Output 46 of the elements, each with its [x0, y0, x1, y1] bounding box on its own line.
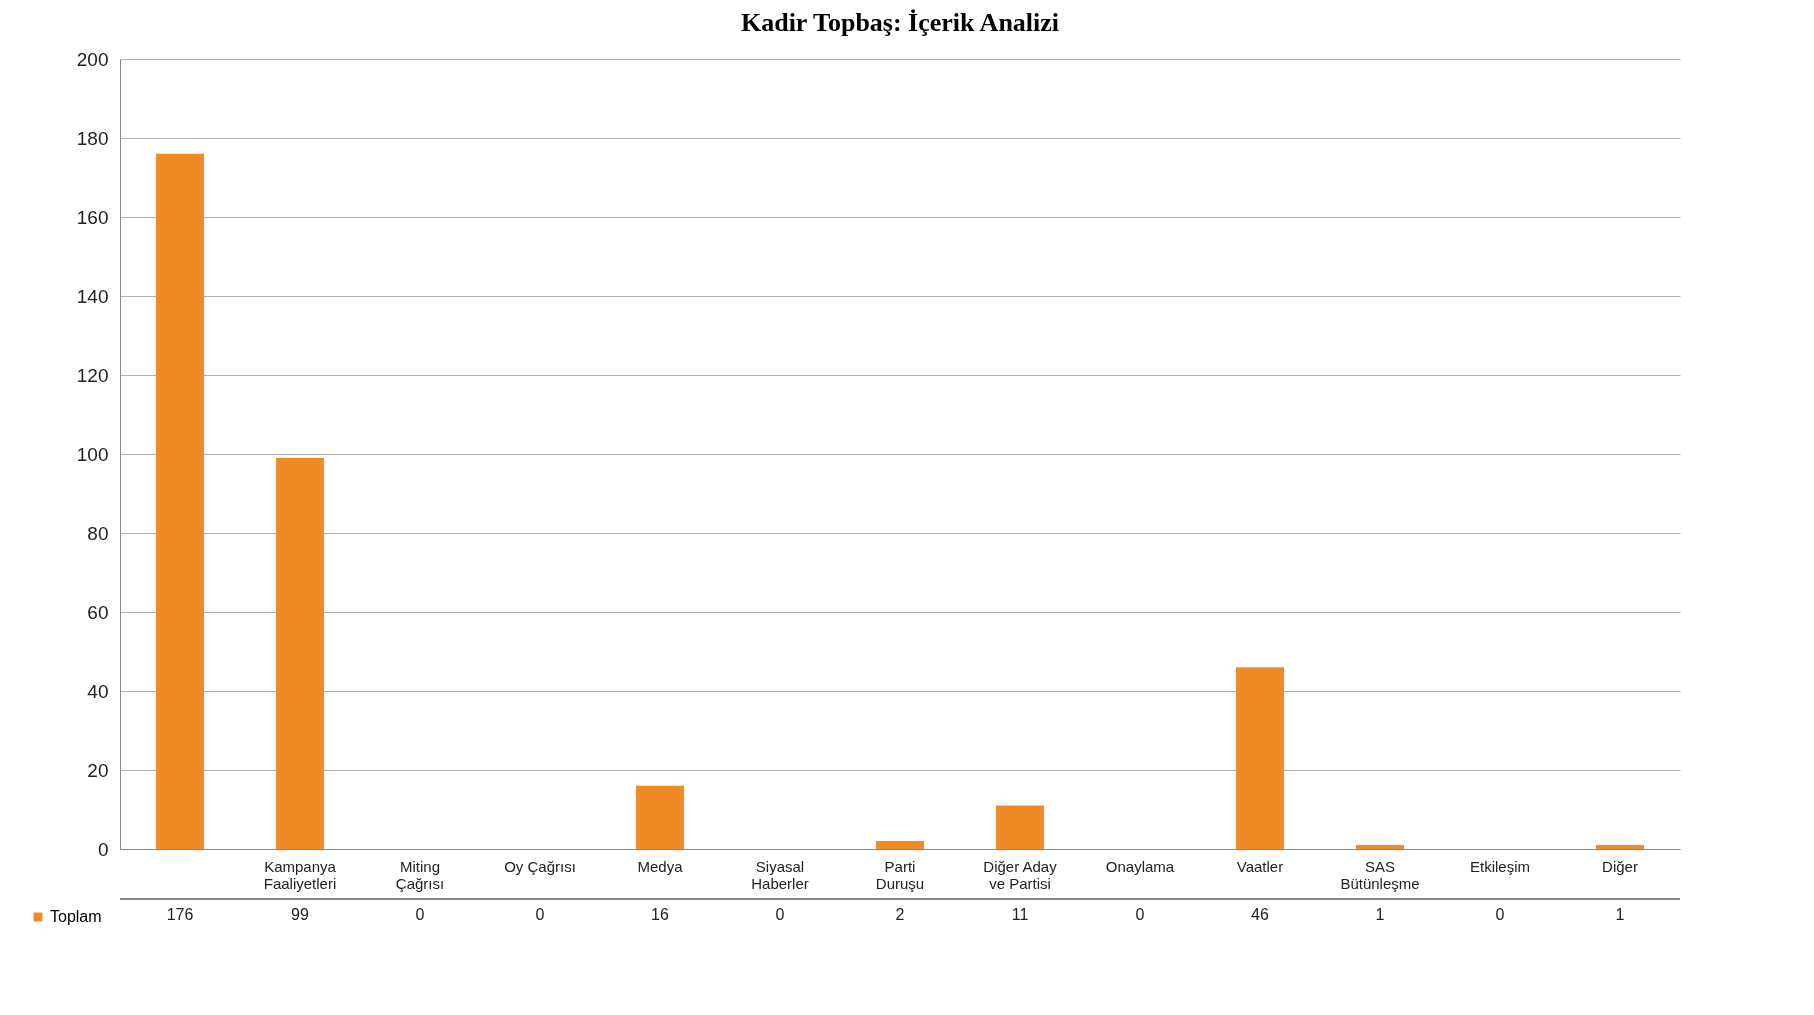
data-label: 1	[1615, 906, 1625, 923]
y-tick-label: 120	[76, 364, 109, 386]
x-tick-label: Miting Çağrısı	[395, 857, 445, 892]
data-label: 16	[651, 906, 669, 923]
data-label: 1	[1375, 906, 1385, 923]
x-tick-label: Etkileşim	[1469, 857, 1531, 875]
x-tick-label: Siyasal Haberler	[751, 857, 809, 892]
legend-label: Toplam	[50, 908, 102, 925]
y-tick-label: 60	[87, 601, 109, 623]
x-tick-label: Diğer Aday ve Partisi	[983, 857, 1058, 892]
data-label: 0	[775, 906, 785, 923]
x-tick-label: Onaylama	[1105, 857, 1175, 875]
bar	[996, 805, 1044, 849]
bar	[156, 153, 204, 849]
y-tick-label: 140	[76, 285, 109, 307]
y-tick-label: 160	[76, 206, 109, 228]
data-label: 2	[895, 906, 905, 923]
data-label: 0	[1135, 906, 1145, 923]
data-label: 0	[1495, 906, 1505, 923]
bar	[1596, 845, 1644, 849]
bar	[276, 457, 324, 849]
x-tick-label: Oy Çağrısı	[504, 857, 576, 875]
y-tick-label: 100	[76, 443, 109, 465]
x-tick-label: Medya	[637, 857, 684, 875]
x-tick-label: SAS Bütünleşme	[1340, 857, 1420, 892]
y-tick-label: 40	[87, 680, 109, 702]
x-tick-label: Vaatler	[1236, 857, 1284, 875]
data-label: 0	[415, 906, 425, 923]
y-tick-label: 180	[76, 127, 109, 149]
data-label: 176	[166, 906, 194, 923]
data-label: 0	[535, 906, 545, 923]
bar	[876, 841, 924, 849]
bar	[1236, 667, 1284, 849]
y-tick-label: 0	[97, 838, 109, 860]
x-tick-label: Parti Duruşu	[875, 857, 925, 892]
data-label: 46	[1251, 906, 1269, 923]
bar	[636, 785, 684, 849]
bar	[1356, 845, 1404, 849]
y-tick-label: 80	[87, 522, 109, 544]
y-tick-label: 20	[87, 759, 109, 781]
y-tick-label: 200	[76, 48, 109, 70]
x-tick-label: Kampanya Faaliyetleri	[263, 857, 337, 892]
data-label: 99	[291, 906, 309, 923]
x-tick-label: Diğer	[1602, 857, 1638, 875]
chart-title: Kadir Topbaş: İçerik Analizi	[740, 8, 1060, 37]
data-label: 11	[1011, 906, 1029, 923]
